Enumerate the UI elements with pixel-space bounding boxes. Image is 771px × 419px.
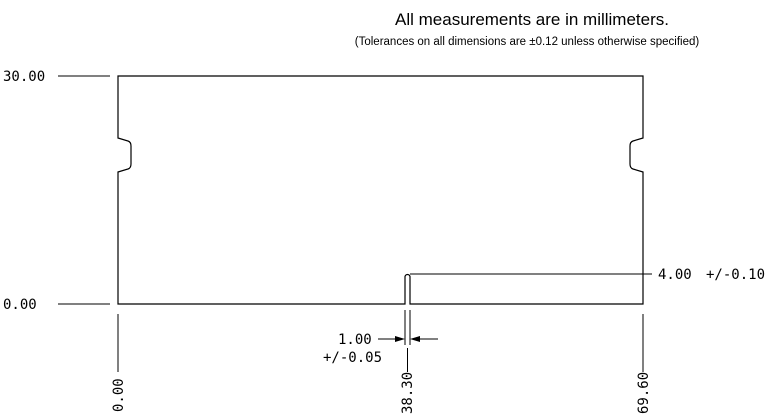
dim-slot-depth: 4.00 [658,267,692,283]
dim-slot-width-tolerance: +/-0.05 [323,350,382,366]
dim-y-top: 30.00 [3,69,45,85]
tolerance-note: (Tolerances on all dimensions are ±0.12 … [355,36,700,48]
dim-x-left: 0.00 [111,378,127,412]
slot-width-arrowhead-left [395,336,405,342]
dim-y-bottom: 0.00 [3,297,37,313]
dim-slot-depth-tolerance: +/-0.10 [706,267,765,283]
units-note: All measurements are in millimeters. [395,10,669,29]
dim-x-right: 69.60 [636,372,652,414]
dim-slot-width: 1.00 [338,332,372,348]
dim-x-slot: 38.30 [400,372,416,414]
part-outline [117,75,644,305]
slot-width-arrowhead-right [410,336,420,342]
